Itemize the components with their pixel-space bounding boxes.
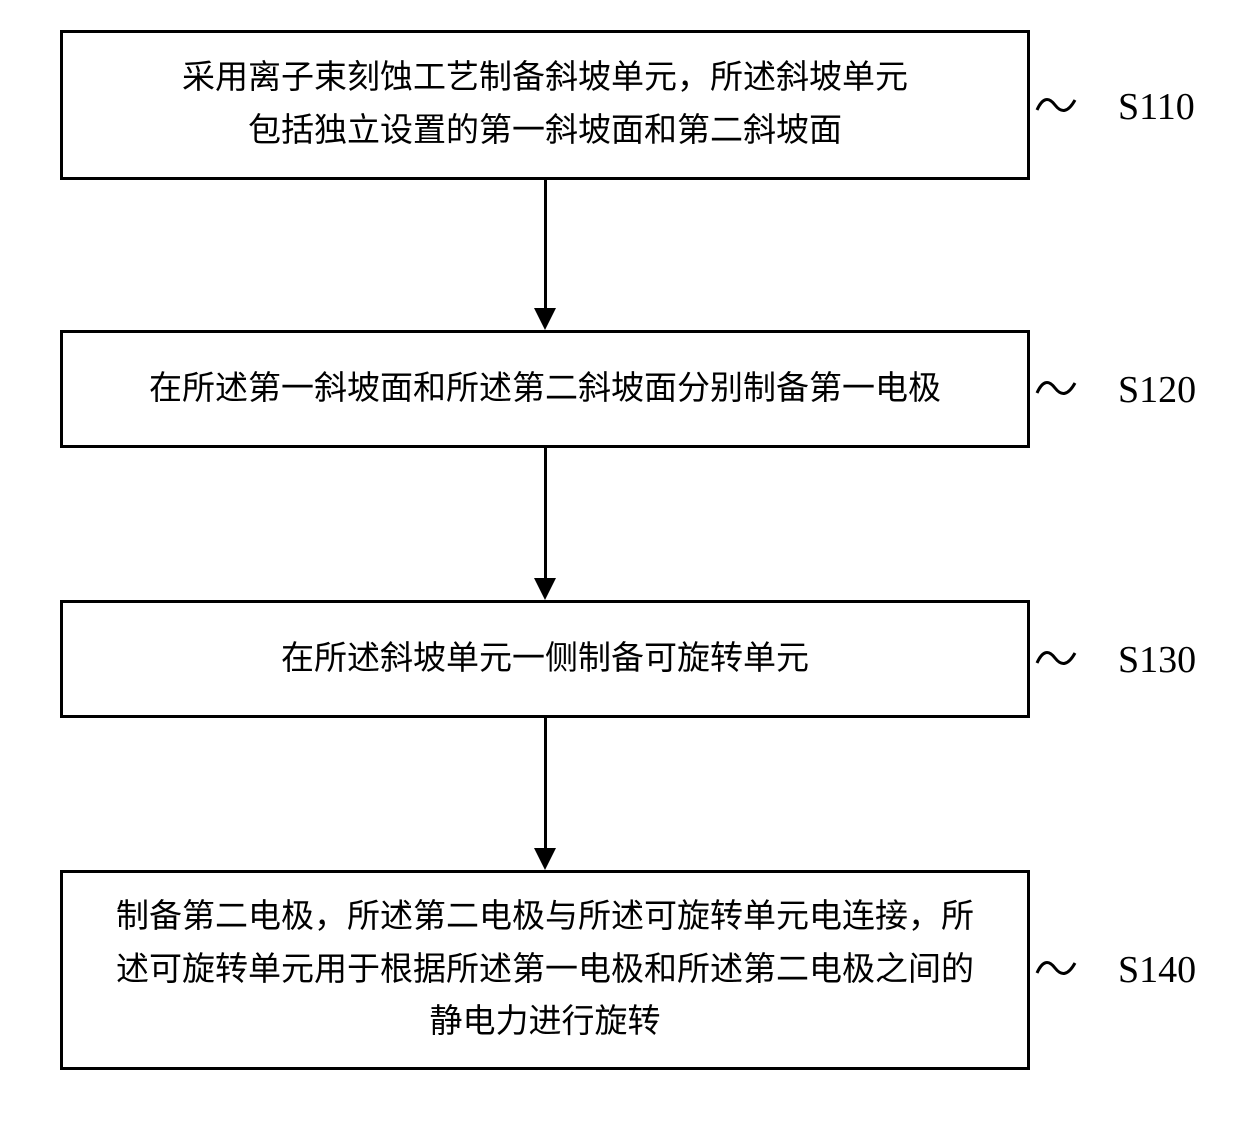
step-text-s110: 采用离子束刻蚀工艺制备斜坡单元，所述斜坡单元包括独立设置的第一斜坡面和第二斜坡面: [182, 52, 908, 158]
step-text-s120: 在所述第一斜坡面和所述第二斜坡面分别制备第一电极: [149, 363, 941, 416]
step-label-s110: S110: [1118, 85, 1195, 129]
flow-step-s120: 在所述第一斜坡面和所述第二斜坡面分别制备第一电极: [60, 330, 1030, 448]
step-label-s120: S120: [1118, 368, 1196, 412]
arrow-line-1: [544, 448, 547, 578]
flow-step-s130: 在所述斜坡单元一侧制备可旋转单元: [60, 600, 1030, 718]
arrow-line-2: [544, 718, 547, 848]
arrow-line-0: [544, 180, 547, 308]
step-label-s130: S130: [1118, 638, 1196, 682]
arrow-head-1: [534, 578, 556, 600]
step-text-s130: 在所述斜坡单元一侧制备可旋转单元: [281, 633, 809, 686]
arrow-head-0: [534, 308, 556, 330]
flow-step-s110: 采用离子束刻蚀工艺制备斜坡单元，所述斜坡单元包括独立设置的第一斜坡面和第二斜坡面: [60, 30, 1030, 180]
step-label-s140: S140: [1118, 948, 1196, 992]
flow-step-s140: 制备第二电极，所述第二电极与所述可旋转单元电连接，所述可旋转单元用于根据所述第一…: [60, 870, 1030, 1070]
arrow-head-2: [534, 848, 556, 870]
step-text-s140: 制备第二电极，所述第二电极与所述可旋转单元电连接，所述可旋转单元用于根据所述第一…: [116, 891, 974, 1049]
